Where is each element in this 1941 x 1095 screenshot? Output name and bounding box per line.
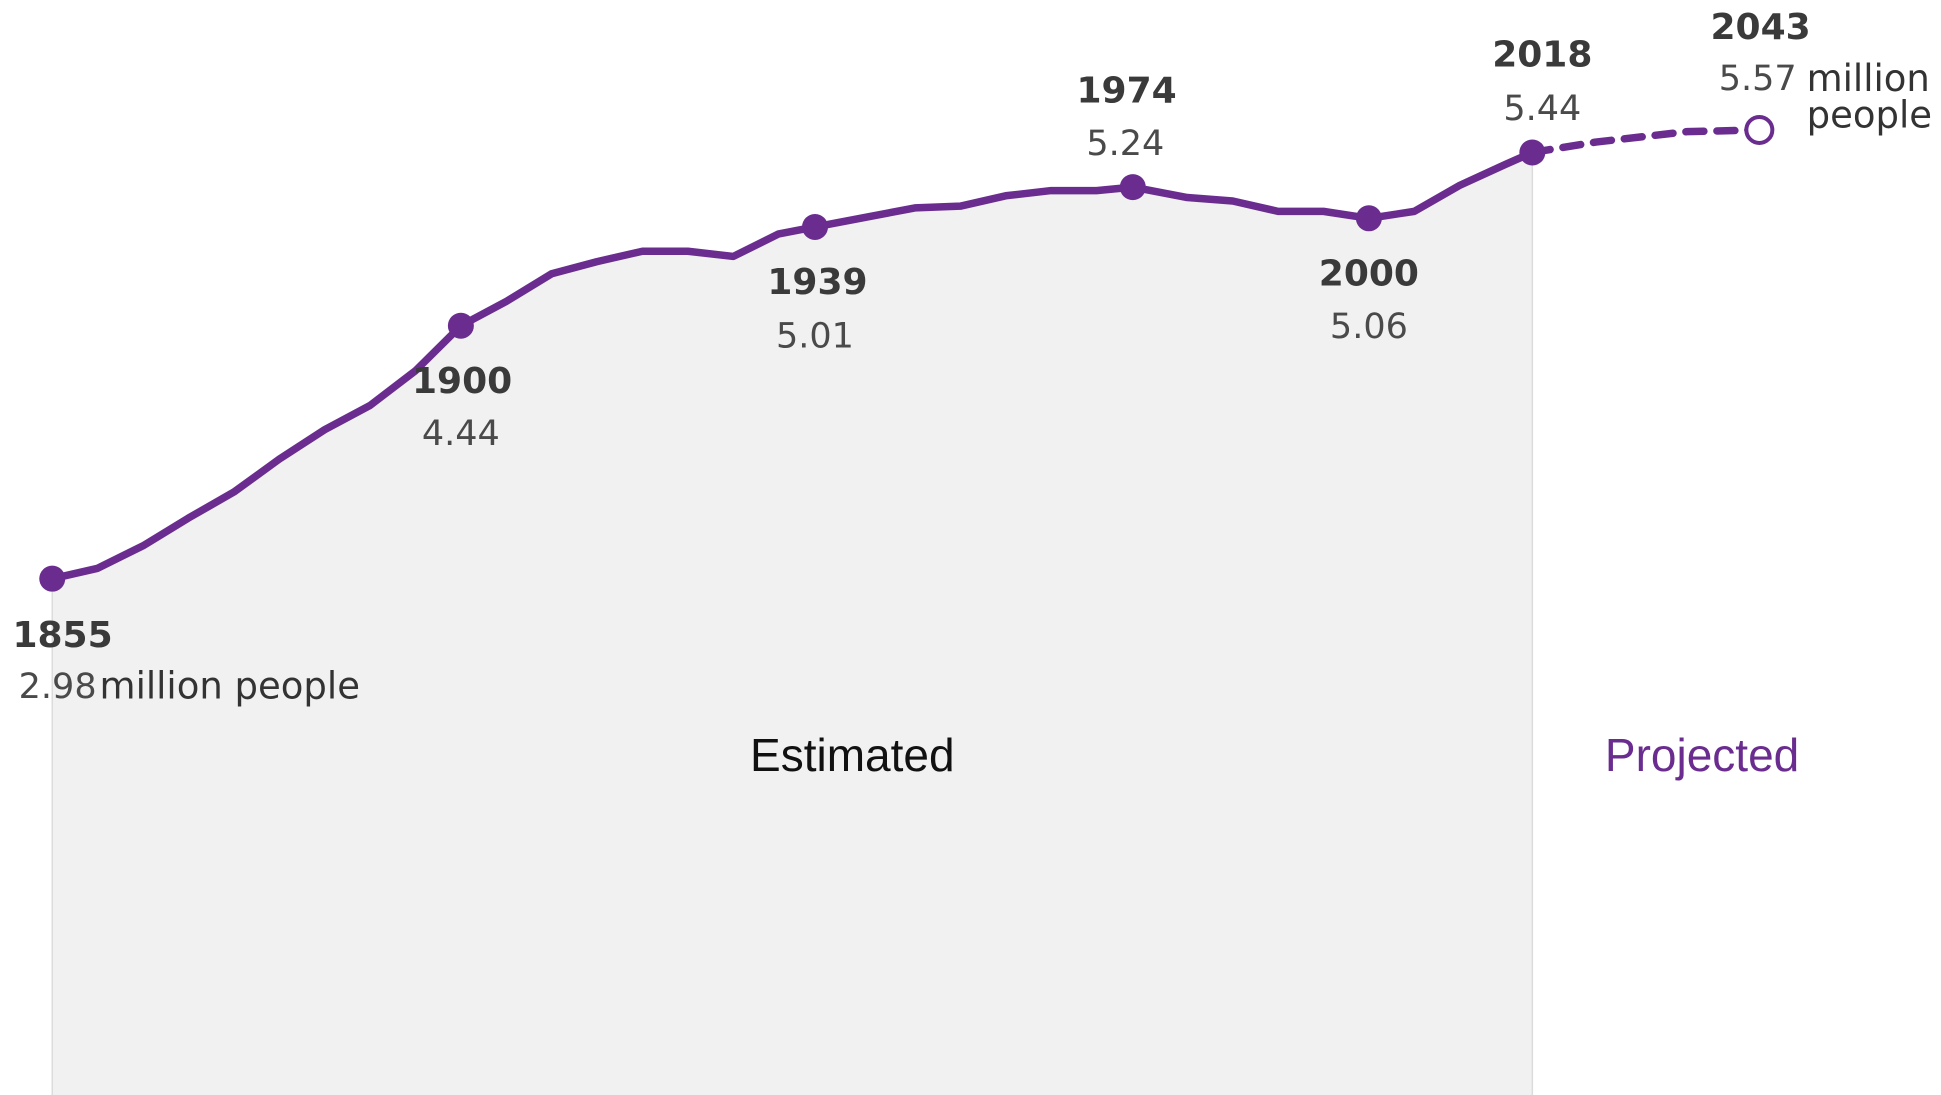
point-marker xyxy=(1355,205,1382,232)
point-marker xyxy=(39,565,66,592)
point-year: 1974 xyxy=(1076,71,1176,112)
point-value: 2.98 xyxy=(19,667,97,707)
point-year: 1900 xyxy=(412,361,512,402)
point-marker xyxy=(1744,114,1775,145)
point-value: 4.44 xyxy=(422,414,500,454)
region-label: Projected xyxy=(1605,729,1799,781)
region-label: Estimated xyxy=(750,729,955,781)
unit-label: million people xyxy=(100,665,360,708)
point-value: 5.06 xyxy=(1330,307,1408,347)
series-line xyxy=(48,148,1537,583)
estimated-area xyxy=(52,152,1533,1095)
point-value: 5.24 xyxy=(1086,124,1164,164)
point-value: 5.44 xyxy=(1503,89,1581,129)
point-year: 2018 xyxy=(1492,35,1592,76)
point-year: 1939 xyxy=(767,262,867,303)
point-year: 1855 xyxy=(12,615,112,656)
point-year: 2043 xyxy=(1710,7,1810,48)
point-marker xyxy=(1119,174,1146,201)
point-marker xyxy=(447,312,474,339)
point-marker xyxy=(801,213,828,240)
series-line xyxy=(1528,126,1764,157)
point-year: 2000 xyxy=(1319,254,1419,295)
point-value: 5.01 xyxy=(776,317,854,357)
unit-label: million people xyxy=(1807,57,1932,136)
point-marker xyxy=(1519,139,1546,166)
point-value: 5.57 xyxy=(1719,59,1797,99)
